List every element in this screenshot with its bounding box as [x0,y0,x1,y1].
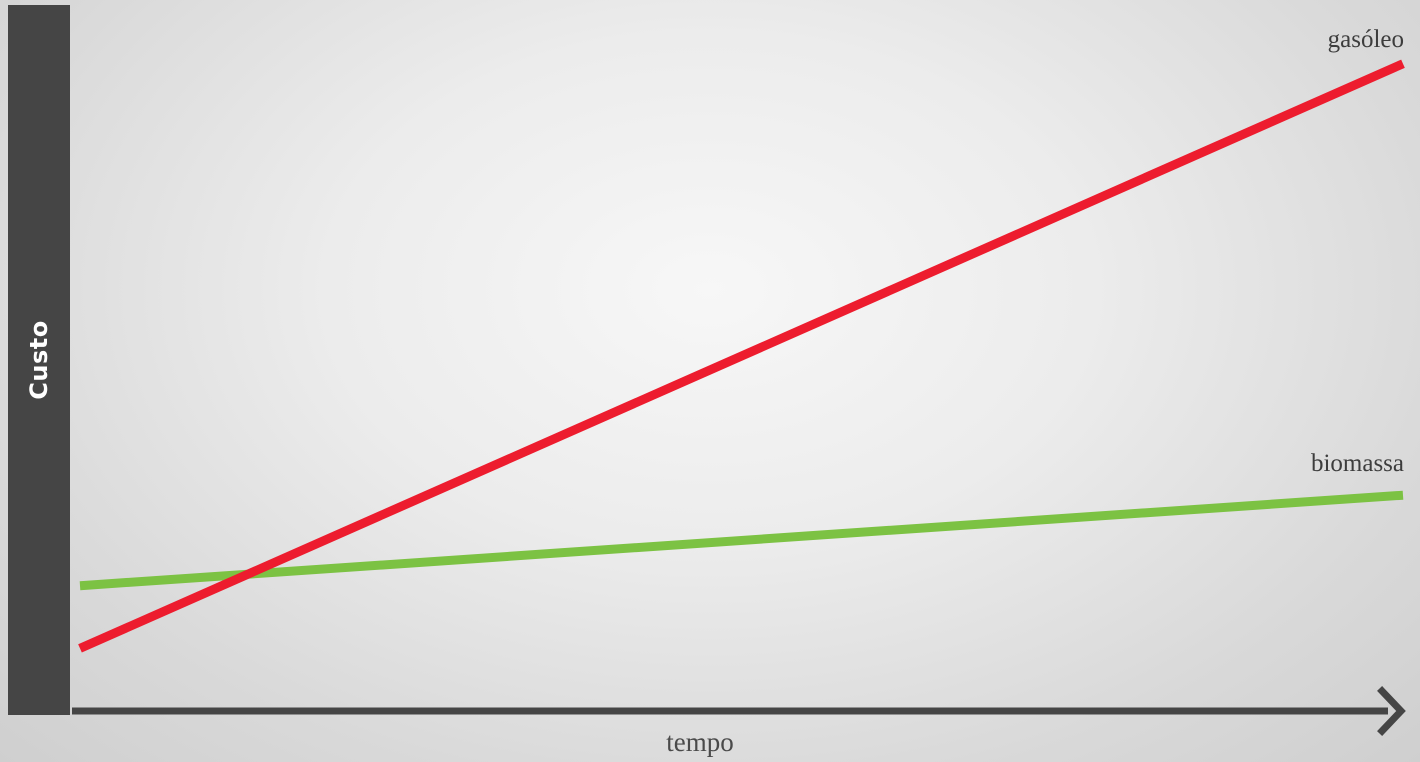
series-line-gasoleo [78,59,1405,653]
series-label-biomassa: biomassa [1310,450,1404,477]
x-axis [72,686,1406,736]
x-axis-label: tempo [666,727,734,757]
y-axis-label: Custo [25,320,53,400]
y-axis-bar [8,5,70,715]
series-line-biomassa [79,490,1404,591]
x-axis-arrowhead [1377,686,1406,736]
series-label-gasoleo: gasóleo [1327,26,1404,53]
series-layer [78,59,1405,653]
